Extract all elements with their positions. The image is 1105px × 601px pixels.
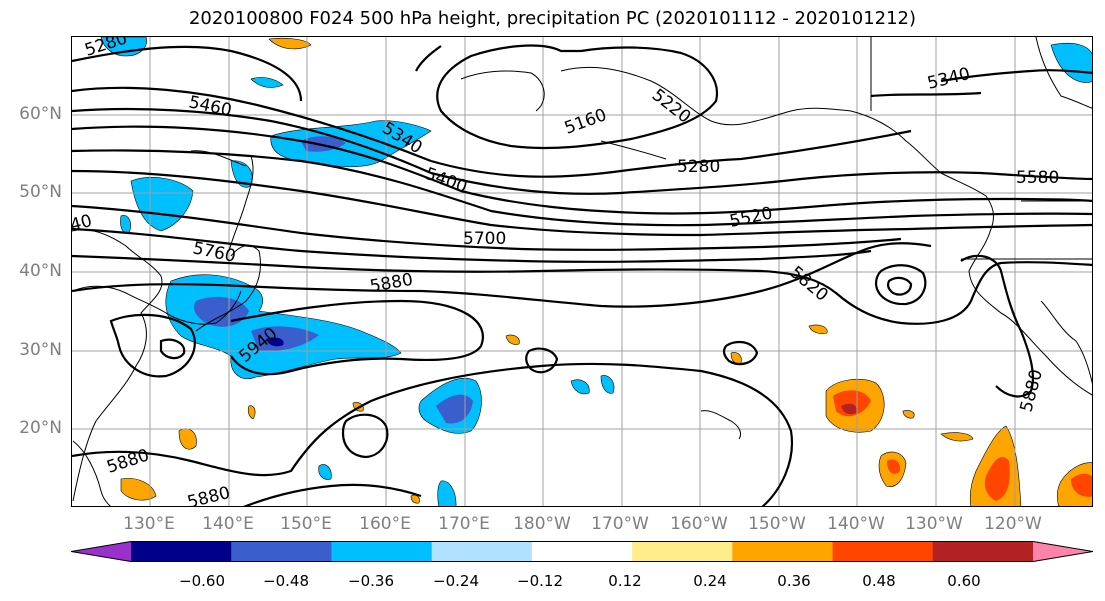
lon-label-170e: 170°E [438,514,490,534]
colorbar-tick-label: −0.12 [517,572,563,590]
colorbar-segment [331,541,433,562]
colorbar-svg [70,541,1094,562]
lon-label-130e: 130°E [123,514,175,534]
contour-label: 5700 [463,229,506,249]
colorbar-extend-high [1033,541,1093,562]
contour-label: 5520 [728,203,774,232]
lat-label-40n: 40°N [19,261,62,281]
contour-label: 5880 [185,483,232,507]
lon-label-160e: 160°E [359,514,411,534]
positive-anomaly-shading [120,37,1092,506]
colorbar-tick-label: −0.24 [433,572,479,590]
contour-label: 5880 [1017,367,1048,414]
lat-label-60n: 60°N [19,104,62,124]
colorbar-tick-label: −0.48 [263,572,309,590]
lon-label-140e: 140°E [202,514,254,534]
colorbar-tick-label: 0.36 [777,572,811,590]
colorbar-tick-label: 0.60 [947,572,981,590]
lon-label-140w: 140°W [827,514,885,534]
colorbar-tick-label: −0.60 [179,572,225,590]
map-area: 5280 5460 5340 5340 5160 5220 5280 5400 … [71,36,1093,507]
colorbar [70,541,1094,562]
colorbar-tick-label: 0.48 [862,572,896,590]
lat-label-30n: 30°N [19,340,62,360]
colorbar-segment [231,541,332,562]
lat-label-50n: 50°N [19,182,62,202]
lon-label-120w: 120°W [984,514,1042,534]
contour-label: 5160 [562,105,609,139]
contour-label: 40 [72,211,94,236]
lat-label-20n: 20°N [19,418,62,438]
contour-label: 5880 [104,445,151,477]
map-title: 2020100800 F024 500 hPa height, precipit… [188,8,917,29]
lon-label-180w: 180°W [513,514,571,534]
coastlines [72,37,1092,506]
colorbar-tick-label: 0.24 [693,572,727,590]
map-svg: 5280 5460 5340 5340 5160 5220 5280 5400 … [72,37,1092,507]
lon-label-150e: 150°E [280,514,332,534]
colorbar-tick-label: 0.12 [608,572,642,590]
colorbar-tick-label: −0.36 [348,572,394,590]
contour-label: 5580 [1016,168,1059,188]
colorbar-extend-low [71,541,131,562]
contour-label: 5280 [82,37,129,61]
colorbar-segment [531,541,633,562]
height-contours [72,44,1092,506]
lon-label-150w: 150°W [748,514,806,534]
lon-label-130w: 130°W [905,514,963,534]
contour-label: 5460 [187,92,233,121]
colorbar-segment [632,541,733,562]
colorbar-segment [732,541,834,562]
contour-label: 5820 [786,263,832,306]
graticule [72,37,1092,506]
lon-label-170w: 170°W [591,514,649,534]
contour-label: 5340 [925,64,972,94]
colorbar-segment [131,541,232,562]
contour-label: 5880 [368,270,414,297]
lon-label-160w: 160°W [670,514,728,534]
colorbar-segment [832,541,934,562]
colorbar-segment [431,541,533,562]
contour-label: 5280 [677,157,720,177]
colorbar-segment [932,541,1034,562]
